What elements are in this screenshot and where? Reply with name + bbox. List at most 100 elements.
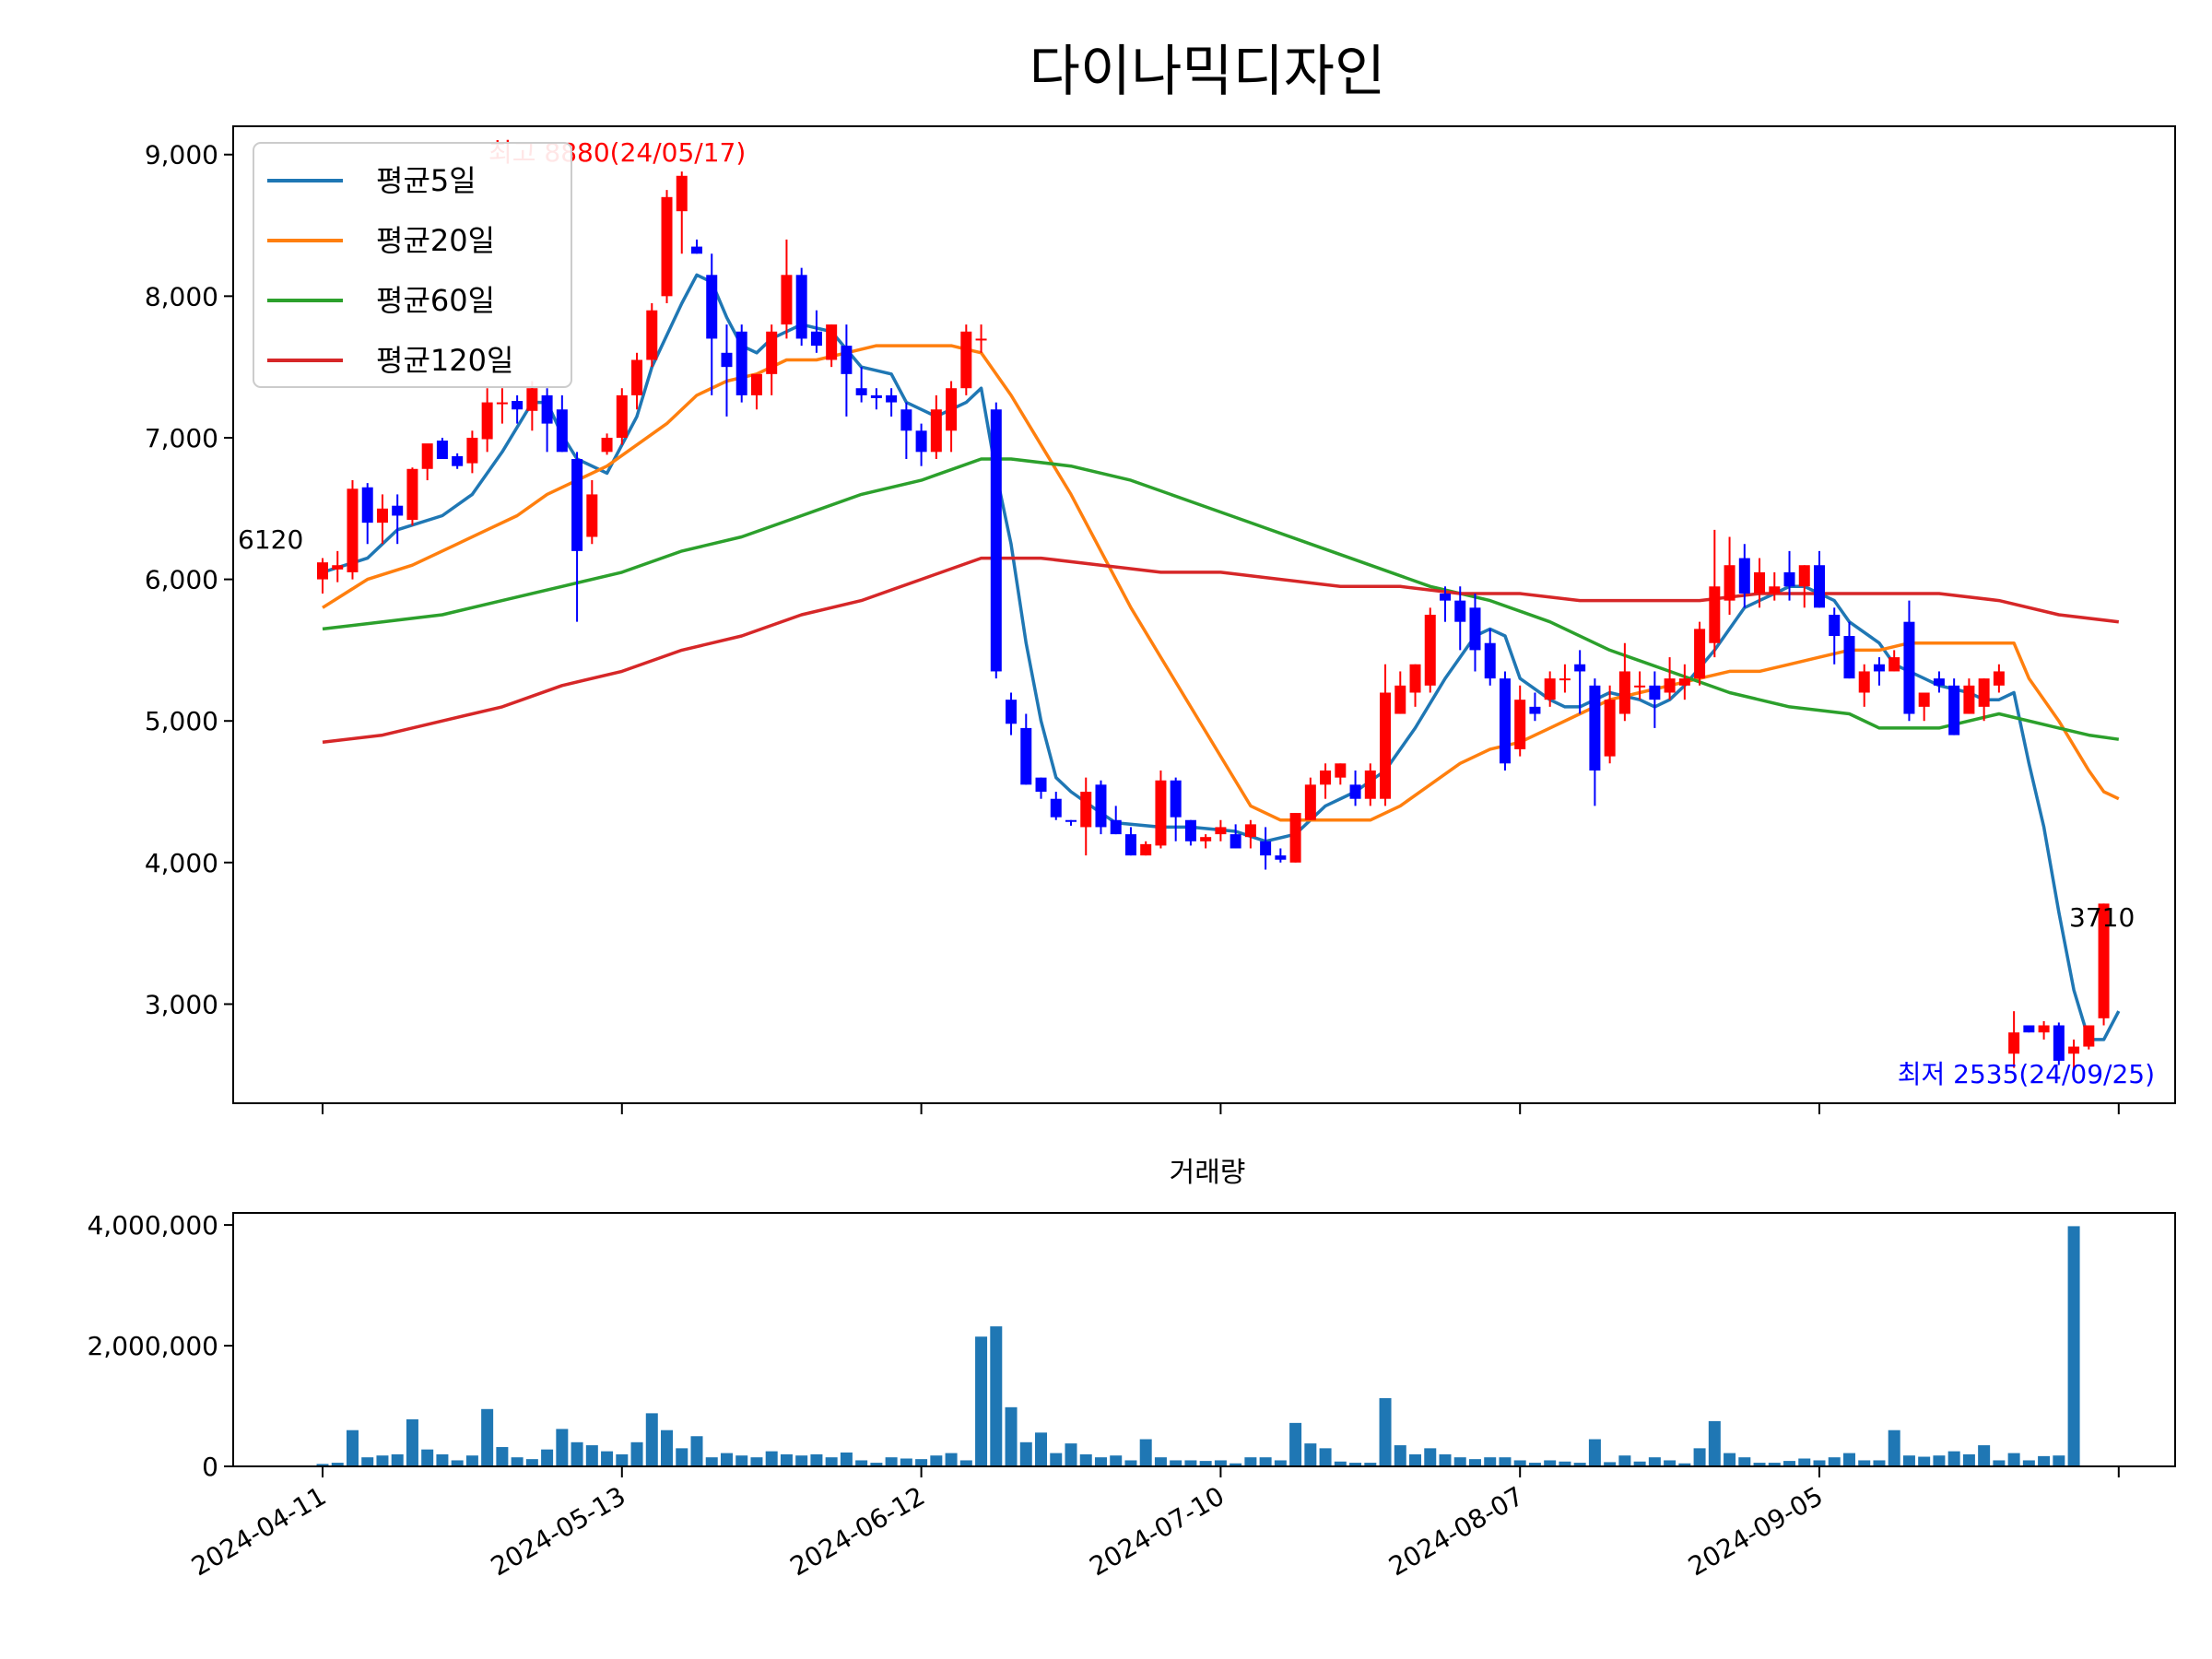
annotation-last-close: 3710 bbox=[2069, 902, 2135, 933]
candle-up bbox=[1798, 565, 1810, 608]
volume-bar bbox=[855, 1460, 868, 1466]
candle-body bbox=[915, 430, 927, 453]
candle-body bbox=[2053, 1025, 2065, 1061]
candle-up bbox=[946, 381, 958, 453]
volume-bar bbox=[676, 1448, 688, 1466]
volume-bar bbox=[990, 1326, 1003, 1466]
candle-down bbox=[1349, 770, 1361, 806]
volume-bar bbox=[1664, 1460, 1677, 1466]
price-y-tick-label: 6,000 bbox=[145, 565, 218, 595]
candle-body bbox=[1335, 763, 1347, 778]
candle-body bbox=[1110, 819, 1122, 835]
candle-body bbox=[1873, 664, 1885, 672]
candle-up bbox=[1918, 692, 1930, 722]
candle-down bbox=[541, 388, 553, 453]
candle-up bbox=[646, 303, 658, 368]
candle-body bbox=[1349, 784, 1361, 799]
volume-bar bbox=[601, 1451, 614, 1466]
volume-bar bbox=[1334, 1461, 1347, 1466]
candle-up bbox=[2038, 1020, 2050, 1040]
volume-bar bbox=[1648, 1457, 1661, 1466]
candle-body bbox=[1275, 855, 1287, 860]
volume-bar bbox=[1708, 1420, 1721, 1466]
volume-bar bbox=[406, 1418, 418, 1466]
candle-up bbox=[1678, 664, 1690, 700]
volume-title: 거래량 bbox=[1170, 1157, 1246, 1189]
candle-down bbox=[1275, 848, 1287, 863]
candle-body bbox=[1724, 565, 1735, 601]
candle-up bbox=[1993, 664, 2005, 693]
volume-bar bbox=[1468, 1459, 1481, 1466]
candle-body bbox=[646, 310, 658, 360]
candle-body bbox=[1993, 671, 2005, 686]
price-y-tick-label: 9,000 bbox=[145, 140, 218, 171]
candle-body bbox=[392, 505, 404, 516]
candle-up bbox=[1394, 671, 1406, 714]
volume-y-tick-label: 0 bbox=[202, 1452, 218, 1482]
candle-down bbox=[1050, 792, 1062, 820]
candle-up bbox=[1694, 621, 1706, 686]
volume-bar bbox=[1170, 1460, 1182, 1466]
volume-bar bbox=[2067, 1226, 2080, 1466]
candle-body bbox=[975, 338, 987, 341]
volume-bar bbox=[765, 1451, 778, 1466]
volume-bar bbox=[645, 1413, 658, 1466]
candle-body bbox=[750, 373, 762, 395]
price-plot-frame bbox=[232, 125, 2176, 1104]
candle-body bbox=[496, 402, 508, 405]
candle-down bbox=[735, 324, 747, 403]
volume-bar bbox=[1050, 1453, 1063, 1466]
candle-up bbox=[601, 433, 613, 455]
volume-bar bbox=[1094, 1457, 1107, 1466]
candle-body bbox=[481, 402, 493, 440]
volume-bar bbox=[525, 1459, 538, 1466]
volume-bar bbox=[945, 1453, 958, 1466]
volume-bar bbox=[1947, 1451, 1960, 1466]
candle-body bbox=[347, 488, 359, 572]
candle-body bbox=[1574, 664, 1586, 672]
candle-up bbox=[466, 430, 478, 474]
candle-body bbox=[571, 459, 583, 551]
volume-bar bbox=[900, 1458, 912, 1466]
volume-bar bbox=[571, 1441, 583, 1466]
volume-y-axis: 0 2,000,000 4,000,000 bbox=[87, 1210, 233, 1482]
volume-bar bbox=[1289, 1422, 1302, 1466]
volume-bar bbox=[630, 1441, 643, 1466]
candle-down bbox=[855, 367, 867, 403]
candle-body bbox=[512, 401, 524, 410]
candle-down bbox=[1814, 550, 1825, 608]
volume-bar bbox=[735, 1455, 748, 1466]
candle-body bbox=[855, 388, 867, 395]
volume-bar bbox=[1513, 1460, 1526, 1466]
legend-box bbox=[253, 142, 572, 388]
annotation-first-close: 6120 bbox=[238, 524, 303, 555]
candle-down bbox=[1095, 780, 1107, 835]
volume-bar bbox=[915, 1459, 928, 1466]
candle-body bbox=[601, 437, 613, 453]
volume-bar bbox=[1678, 1463, 1691, 1466]
candle-down bbox=[1020, 713, 1032, 785]
candle-up bbox=[1335, 763, 1347, 785]
candle-body bbox=[1364, 770, 1376, 799]
candle-body bbox=[721, 352, 733, 368]
candle-body bbox=[1080, 792, 1092, 828]
candle-body bbox=[1050, 798, 1062, 818]
candle-body bbox=[735, 331, 747, 395]
candle-up bbox=[347, 480, 359, 580]
candle-up bbox=[1514, 685, 1526, 757]
volume-bar bbox=[585, 1445, 598, 1466]
candle-up bbox=[1724, 536, 1735, 615]
candle-up bbox=[781, 239, 793, 339]
candle-down bbox=[1440, 586, 1451, 622]
candle-body bbox=[1709, 586, 1721, 643]
volume-bar bbox=[465, 1455, 478, 1466]
volume-bar bbox=[1364, 1463, 1377, 1466]
volume-bar bbox=[1842, 1453, 1855, 1466]
volume-bar bbox=[361, 1457, 374, 1466]
date-tick-label: 2024-04-11 bbox=[186, 1480, 331, 1582]
candle-down bbox=[1843, 621, 1855, 679]
candle-down bbox=[1260, 827, 1272, 870]
candle-body bbox=[2068, 1046, 2080, 1054]
